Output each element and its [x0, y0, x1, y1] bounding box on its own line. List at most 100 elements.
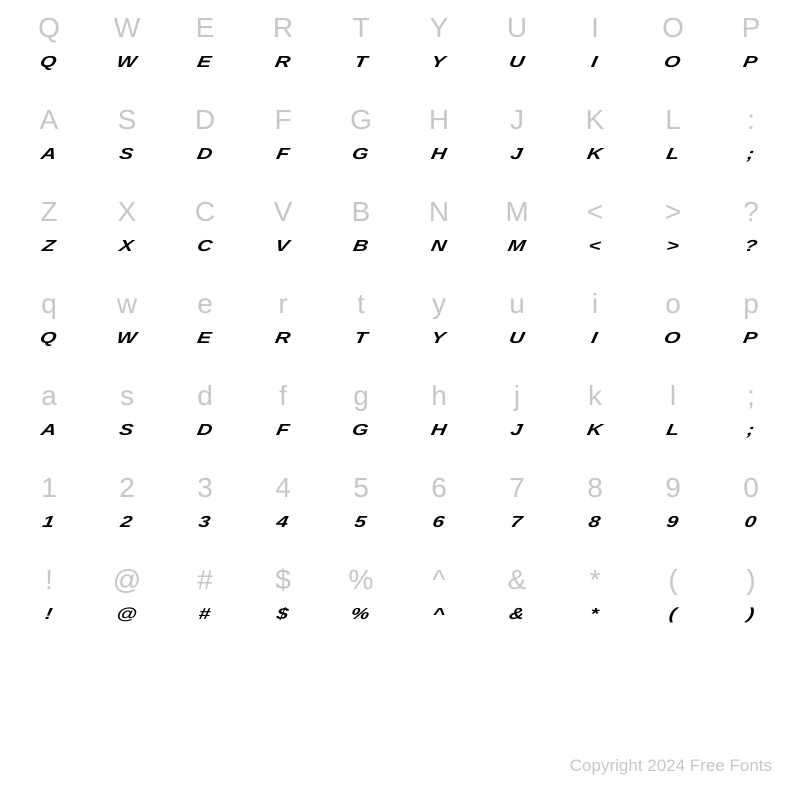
- glyph-cell: gG: [322, 376, 400, 468]
- sample-character: ): [744, 600, 758, 630]
- sample-character: F: [273, 140, 292, 170]
- reference-character: F: [274, 100, 291, 140]
- reference-character: h: [431, 376, 447, 416]
- reference-character: e: [197, 284, 213, 324]
- glyph-cell: 33: [166, 468, 244, 560]
- reference-character: L: [665, 100, 681, 140]
- glyph-cell: yY: [400, 284, 478, 376]
- reference-character: (: [668, 560, 677, 600]
- sample-character: 8: [586, 508, 604, 538]
- glyph-cell: dD: [166, 376, 244, 468]
- sample-character: ;: [744, 416, 758, 446]
- glyph-cell: %%: [322, 560, 400, 652]
- glyph-cell: eE: [166, 284, 244, 376]
- glyph-cell: MM: [478, 192, 556, 284]
- reference-character: 3: [197, 468, 213, 508]
- glyph-cell: XX: [88, 192, 166, 284]
- glyph-cell: 88: [556, 468, 634, 560]
- glyph-cell: :;: [712, 100, 790, 192]
- glyph-cell: uU: [478, 284, 556, 376]
- reference-character: K: [586, 100, 605, 140]
- sample-character: R: [272, 48, 294, 78]
- sample-character: <: [586, 232, 605, 262]
- glyph-cell: ;;: [712, 376, 790, 468]
- reference-character: S: [118, 100, 137, 140]
- glyph-cell: RR: [244, 8, 322, 100]
- glyph-cell: CC: [166, 192, 244, 284]
- reference-character: %: [349, 560, 374, 600]
- sample-character: P: [741, 324, 761, 354]
- reference-character: W: [114, 8, 140, 48]
- sample-character: 0: [742, 508, 760, 538]
- glyph-cell: rR: [244, 284, 322, 376]
- glyph-cell: DD: [166, 100, 244, 192]
- sample-character: A: [38, 140, 60, 170]
- reference-character: p: [743, 284, 759, 324]
- sample-character: 3: [196, 508, 214, 538]
- reference-character: ): [746, 560, 755, 600]
- reference-character: w: [117, 284, 137, 324]
- glyph-cell: 44: [244, 468, 322, 560]
- sample-character: M: [505, 232, 529, 262]
- reference-character: H: [429, 100, 449, 140]
- reference-character: >: [665, 192, 681, 232]
- glyph-cell: 00: [712, 468, 790, 560]
- reference-character: V: [274, 192, 293, 232]
- glyph-cell: BB: [322, 192, 400, 284]
- reference-character: 6: [431, 468, 447, 508]
- glyph-cell: WW: [88, 8, 166, 100]
- glyph-cell: <<: [556, 192, 634, 284]
- sample-character: T: [351, 48, 370, 78]
- reference-character: P: [742, 8, 761, 48]
- sample-character: G: [350, 140, 373, 170]
- sample-character: 4: [274, 508, 292, 538]
- reference-character: *: [590, 560, 601, 600]
- reference-character: X: [118, 192, 137, 232]
- reference-character: 8: [587, 468, 603, 508]
- glyph-cell: FF: [244, 100, 322, 192]
- glyph-cell: 66: [400, 468, 478, 560]
- reference-character: 5: [353, 468, 369, 508]
- glyph-cell: &&: [478, 560, 556, 652]
- glyph-cell: UU: [478, 8, 556, 100]
- sample-character: J: [508, 416, 526, 446]
- glyph-cell: KK: [556, 100, 634, 192]
- glyph-cell: ^^: [400, 560, 478, 652]
- sample-character: Y: [429, 324, 449, 354]
- sample-character: W: [114, 324, 140, 354]
- glyph-cell: YY: [400, 8, 478, 100]
- sample-character: D: [194, 416, 216, 446]
- sample-character: I: [589, 48, 601, 78]
- sample-character: 5: [352, 508, 370, 538]
- sample-character: Q: [38, 324, 61, 354]
- glyph-cell: hH: [400, 376, 478, 468]
- sample-character: W: [114, 48, 140, 78]
- sample-character: >: [664, 232, 683, 262]
- glyph-cell: jJ: [478, 376, 556, 468]
- reference-character: Q: [38, 8, 60, 48]
- reference-character: U: [507, 8, 527, 48]
- reference-character: G: [350, 100, 372, 140]
- sample-character: G: [350, 416, 373, 446]
- reference-character: 7: [509, 468, 525, 508]
- reference-character: T: [352, 8, 369, 48]
- reference-character: d: [197, 376, 213, 416]
- glyph-cell: 77: [478, 468, 556, 560]
- reference-character: t: [357, 284, 365, 324]
- reference-character: ^: [432, 560, 445, 600]
- sample-character: 2: [118, 508, 136, 538]
- sample-character: &: [506, 600, 528, 630]
- reference-character: !: [45, 560, 53, 600]
- sample-character: 6: [430, 508, 448, 538]
- glyph-cell: OO: [634, 8, 712, 100]
- reference-character: r: [278, 284, 287, 324]
- glyph-cell: fF: [244, 376, 322, 468]
- glyph-cell: EE: [166, 8, 244, 100]
- glyph-cell: >>: [634, 192, 712, 284]
- glyph-cell: QQ: [10, 8, 88, 100]
- glyph-cell: @@: [88, 560, 166, 652]
- sample-character: L: [663, 416, 682, 446]
- glyph-cell: tT: [322, 284, 400, 376]
- glyph-cell: NN: [400, 192, 478, 284]
- sample-character: S: [117, 416, 137, 446]
